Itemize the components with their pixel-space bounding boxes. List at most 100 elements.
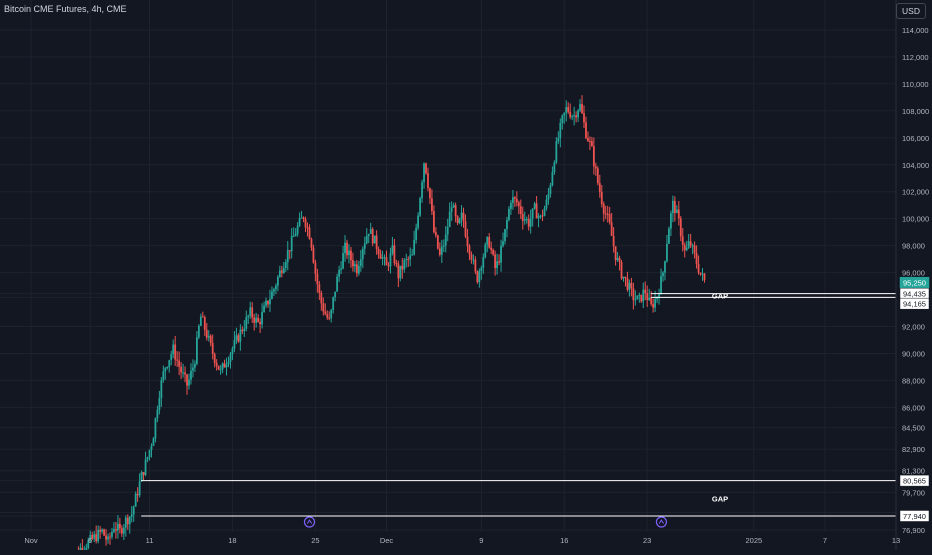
candle-body	[168, 360, 171, 367]
candle-body	[591, 141, 593, 147]
price-tick-label: 86,000	[902, 403, 925, 412]
candle-body	[654, 299, 656, 308]
candle-body	[602, 204, 605, 214]
candle-body	[644, 289, 647, 294]
candle-body	[553, 162, 556, 173]
candle-body	[628, 282, 631, 290]
price-badge-label: 77,940	[903, 512, 926, 521]
candle-body	[472, 259, 475, 261]
candle-body	[559, 122, 562, 139]
candle-body	[117, 523, 119, 531]
candle-body	[634, 299, 637, 301]
candle-body	[227, 361, 230, 365]
candle-body	[122, 527, 125, 534]
candle-body	[322, 303, 325, 312]
candle-body	[387, 265, 390, 267]
price-tick-label: 100,000	[902, 215, 929, 224]
candle-body	[93, 534, 96, 539]
time-tick-label: 13	[892, 536, 900, 545]
candle-body	[549, 185, 552, 195]
candle-body	[111, 531, 113, 537]
event-marker-icon	[303, 516, 316, 528]
price-badge-box	[899, 510, 930, 522]
candle-body	[405, 259, 408, 261]
candle-body	[286, 250, 289, 263]
candle-body	[288, 250, 291, 252]
price-badge-label: 95,250	[903, 279, 926, 288]
price-tick-label: 108,000	[902, 107, 929, 116]
candle-body	[166, 366, 169, 368]
candle-body	[693, 245, 696, 254]
price-badge-label: 80,565	[903, 477, 926, 486]
candle-body	[454, 205, 457, 217]
candle-body	[164, 367, 167, 372]
time-tick-label: Dec	[380, 536, 394, 545]
candle-body	[616, 257, 619, 261]
grid-lines	[0, 0, 897, 532]
candle-body	[205, 329, 208, 338]
candle-body	[697, 263, 700, 273]
candle-body	[344, 242, 346, 254]
candle-body	[176, 359, 179, 361]
candle-body	[296, 225, 299, 234]
currency-button[interactable]: USD	[896, 3, 926, 19]
candle-body	[660, 276, 662, 295]
candle-body	[460, 212, 463, 219]
candle-body	[263, 305, 265, 312]
candle-body	[703, 273, 706, 281]
candle-body	[219, 369, 222, 371]
candle-body	[523, 219, 526, 221]
candle-body	[379, 254, 382, 259]
candle-body	[652, 303, 655, 308]
candle-body	[612, 235, 615, 247]
candle-body	[614, 246, 617, 261]
candle-body	[685, 247, 688, 251]
time-tick-label: 25	[311, 536, 319, 545]
candle-body	[598, 183, 601, 193]
candle-body	[488, 236, 491, 248]
candle-body	[389, 253, 392, 267]
candle-body	[278, 270, 281, 278]
candle-body	[357, 265, 360, 274]
candle-body	[569, 111, 572, 118]
event-marker-icon	[655, 516, 668, 528]
chart-title: Bitcoin CME Futures, 4h, CME	[4, 4, 127, 14]
candle-body	[691, 245, 694, 247]
candle-body	[632, 288, 635, 301]
candle-body	[510, 202, 512, 209]
candle-body	[194, 363, 196, 368]
candle-body	[478, 270, 481, 283]
candle-body	[162, 371, 165, 381]
candle-body	[215, 362, 218, 366]
price-tick-label: 110,000	[902, 80, 929, 89]
candle-body	[178, 360, 181, 367]
candle-body	[371, 229, 374, 244]
candle-body	[369, 229, 372, 234]
candle-body	[438, 248, 441, 255]
candle-body	[555, 141, 558, 163]
candle-body	[126, 517, 129, 525]
candle-body	[515, 198, 518, 203]
candle-body	[199, 316, 202, 326]
candle-body	[648, 297, 651, 301]
candle-body	[541, 215, 544, 217]
price-badge-box	[899, 297, 930, 310]
candle-body	[253, 317, 256, 323]
time-axis[interactable]: Nov6111825Dec91623202571320	[24, 536, 932, 545]
time-tick-label: Nov	[24, 536, 38, 545]
candle-body	[365, 236, 368, 244]
candle-body	[496, 261, 498, 269]
candle-body	[557, 138, 560, 142]
candle-body	[417, 215, 419, 228]
candle-body	[334, 291, 337, 298]
event-marker-glyph	[306, 519, 313, 524]
candle-body	[225, 364, 228, 368]
candle-body	[415, 227, 418, 241]
candle-body	[563, 112, 566, 116]
price-badge-label: 94,165	[903, 300, 926, 309]
gap-annotations: GAP GAP	[141, 292, 896, 517]
candle-body	[464, 221, 467, 237]
candle-body	[442, 245, 445, 247]
